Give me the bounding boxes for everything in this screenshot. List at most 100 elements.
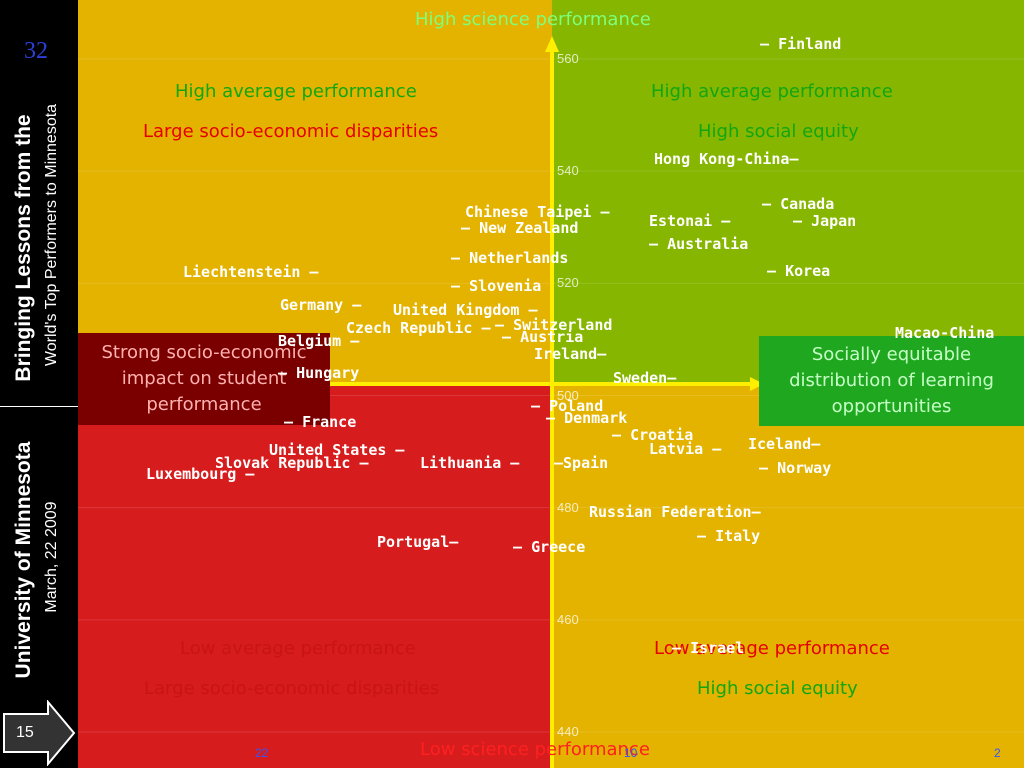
point-marker: —	[546, 409, 565, 427]
x-tick-10: 10	[624, 746, 638, 760]
point-marker: —	[472, 319, 491, 337]
data-point-label: Lithuania —	[420, 454, 519, 472]
point-marker: —	[451, 249, 470, 267]
data-point-label: — Slovenia	[451, 277, 541, 295]
data-point-label: — Israel	[672, 639, 744, 657]
data-point-label: — Denmark	[546, 409, 627, 427]
point-marker: —	[501, 454, 520, 472]
point-marker: —	[697, 527, 716, 545]
country-name: Netherlands	[469, 249, 569, 267]
data-point-label: — Austria	[502, 328, 583, 346]
quadrant-bottom-right-line2: High social equity	[697, 678, 858, 699]
data-point-label: — Finland	[760, 35, 841, 53]
point-marker: —	[789, 150, 799, 168]
data-point-label: Russian Federation—	[589, 503, 761, 521]
country-name: Japan	[811, 212, 857, 230]
country-name: United Kingdom	[393, 301, 520, 319]
country-name: Italy	[715, 527, 761, 545]
point-marker: —	[793, 212, 812, 230]
data-point-label: — Netherlands	[451, 249, 568, 267]
data-point-label: Portugal—	[377, 533, 458, 551]
country-name: United States	[269, 441, 387, 459]
point-marker: —	[649, 235, 668, 253]
point-marker: —	[554, 454, 564, 472]
country-name: Ireland	[534, 345, 598, 363]
country-name: Chinese Taipei	[465, 203, 592, 221]
quadrant-top-right-line1: High average performance	[651, 81, 893, 102]
point-marker: —	[759, 459, 778, 477]
quadrant-top-left-line1: High average performance	[175, 81, 417, 102]
country-name: France	[302, 413, 357, 431]
country-name: Latvia	[649, 440, 704, 458]
country-name: Croatia	[630, 426, 694, 444]
country-name: Portugal	[377, 533, 450, 551]
quadrant-bottom-right-line1: Low average performance	[654, 638, 890, 659]
quadrant-top-right-line2: High social equity	[698, 121, 859, 142]
x-tick-22: 22	[255, 746, 269, 760]
data-point-label: — Greece	[513, 538, 585, 556]
country-name: Australia	[667, 235, 749, 253]
x-tick-2: 2	[994, 746, 1001, 760]
data-point-label: Latvia —	[649, 440, 721, 458]
point-marker: —	[341, 332, 360, 350]
country-name: Canada	[780, 195, 835, 213]
y-tick-label: 540	[557, 163, 579, 179]
data-point-label: — New Zealand	[461, 219, 578, 237]
data-point-label: Ireland—	[534, 345, 606, 363]
point-marker: —	[591, 203, 610, 221]
quadrant-bottom-left	[78, 384, 552, 768]
point-marker: —	[751, 503, 761, 521]
quadrant-top-right	[552, 0, 1024, 384]
country-name: Korea	[785, 262, 831, 280]
y-tick-label: 460	[557, 611, 579, 627]
country-name: Iceland	[748, 435, 812, 453]
data-point-label: Liechtenstein —	[183, 263, 318, 281]
sidebar: 32 Bringing Lessons from the World's Top…	[0, 0, 78, 768]
point-marker: —	[300, 263, 319, 281]
data-point-label: Iceland—	[748, 435, 820, 453]
data-point-label: — France	[284, 413, 356, 431]
data-point-label: Estonai —	[649, 212, 730, 230]
y-tick-label: 560	[557, 51, 579, 66]
data-point-label: — Norway	[759, 459, 831, 477]
country-name: Slovenia	[469, 277, 542, 295]
data-point-label: Czech Republic —	[346, 319, 491, 337]
page-number-arrow[interactable]: 15	[2, 700, 76, 766]
data-point-label: Macao-China	[895, 324, 994, 342]
country-name: Russian Federation	[589, 503, 752, 521]
country-name: Slovak Republic	[215, 454, 351, 472]
point-marker: —	[449, 533, 459, 551]
point-marker: —	[712, 212, 731, 230]
data-point-label: —Spain	[554, 454, 608, 472]
country-name: Germany	[280, 296, 344, 314]
data-point-label: Slovak Republic —	[215, 454, 369, 472]
point-marker: —	[451, 277, 470, 295]
arrow-right-icon	[3, 700, 76, 766]
country-name: Czech Republic	[346, 319, 473, 337]
left-impact-box: Strong socio-economic impact on student …	[78, 333, 330, 425]
quadrant-bottom-left-line2: Large socio-economic disparities	[144, 678, 440, 699]
country-name: Austria	[520, 328, 584, 346]
page-number: 15	[16, 724, 34, 741]
slide-badge: 32	[24, 38, 48, 64]
data-point-label: Hong Kong-China—	[654, 150, 799, 168]
point-marker: —	[667, 369, 677, 387]
country-name: Denmark	[564, 409, 628, 427]
data-point-label: Belgium —	[278, 332, 359, 350]
quadrant-bottom-left-line1: Low average performance	[180, 638, 416, 659]
y-tick-label: 500	[557, 387, 579, 403]
data-point-label: — Australia	[649, 235, 748, 253]
country-name: Belgium	[278, 332, 342, 350]
country-name: Sweden	[613, 369, 668, 387]
point-marker: —	[612, 426, 631, 444]
data-point-label: Luxembourg —	[146, 465, 254, 483]
point-marker: —	[811, 435, 821, 453]
country-name: Hungary	[296, 364, 360, 382]
data-point-label: — Korea	[767, 262, 830, 280]
data-point-label: — Croatia	[612, 426, 693, 444]
data-point-label: — Japan	[793, 212, 856, 230]
country-name: Liechtenstein	[183, 263, 301, 281]
point-marker: —	[495, 316, 514, 334]
country-name: Finland	[778, 35, 842, 53]
data-point-label: — Switzerland	[495, 316, 612, 334]
